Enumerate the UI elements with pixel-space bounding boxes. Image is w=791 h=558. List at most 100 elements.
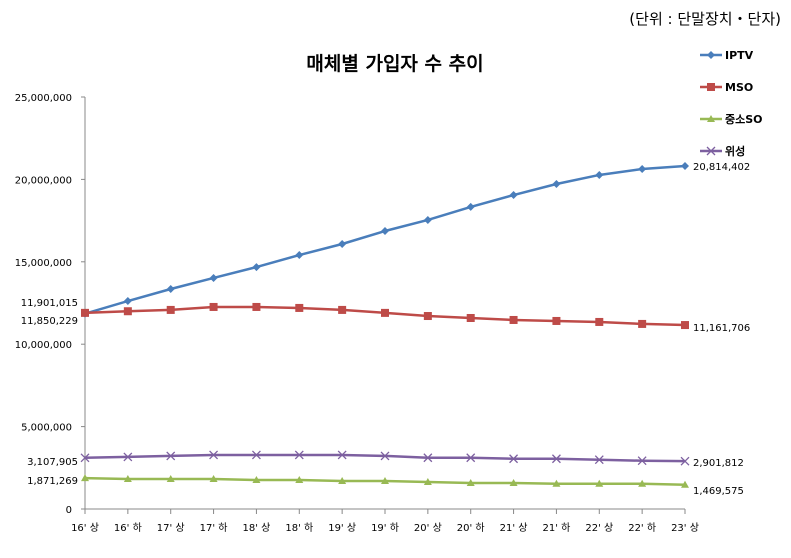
data-point	[552, 180, 561, 189]
x-tick-label: 23' 상	[671, 522, 699, 534]
data-point	[338, 305, 347, 314]
data-point	[166, 284, 175, 293]
legend-marker	[707, 51, 715, 59]
data-point	[423, 312, 432, 321]
data-point	[594, 455, 604, 465]
data-point	[251, 450, 261, 460]
legend-label: 중소SO	[725, 113, 763, 126]
x-tick-label: 16' 하	[114, 521, 142, 534]
legend-label: IPTV	[725, 49, 754, 62]
end-value-label: 20,814,402	[693, 162, 750, 173]
data-point	[295, 475, 304, 483]
data-point	[595, 479, 604, 487]
data-point	[423, 215, 432, 224]
data-point	[81, 474, 89, 482]
data-point	[209, 273, 218, 282]
data-point	[381, 308, 389, 317]
data-point	[509, 454, 519, 464]
x-tick-label: 18' 하	[285, 521, 313, 534]
data-point	[123, 297, 132, 306]
legend-marker	[707, 115, 715, 122]
y-tick-label: 10,000,000	[15, 340, 72, 351]
data-point	[681, 321, 689, 330]
x-tick-label: 22' 하	[628, 521, 656, 534]
x-tick-label: 21' 하	[542, 521, 570, 534]
y-tick-label: 5,000,000	[21, 423, 72, 434]
data-point	[381, 226, 389, 235]
start-value-label: 3,107,905	[27, 457, 78, 468]
x-tick-label: 16' 상	[71, 522, 99, 534]
x-tick-label: 19' 상	[328, 522, 356, 534]
start-value-label: 11,850,229	[21, 316, 78, 327]
data-point	[466, 453, 476, 463]
data-point	[123, 452, 133, 462]
data-point	[423, 453, 433, 463]
x-tick-label: 18' 상	[242, 522, 270, 534]
end-value-label: 2,901,812	[693, 458, 744, 469]
series-MSO	[81, 302, 689, 330]
data-point	[337, 450, 347, 460]
legend-marker	[707, 83, 715, 91]
data-point	[294, 450, 304, 460]
data-point	[166, 305, 175, 314]
x-tick-label: 17' 상	[157, 522, 185, 534]
data-point	[637, 456, 647, 466]
data-point	[295, 251, 304, 260]
end-value-label: 11,161,706	[693, 323, 750, 334]
data-point	[552, 316, 561, 325]
legend-marker	[706, 146, 716, 156]
x-tick-label: 17' 하	[200, 521, 228, 534]
data-point	[209, 450, 219, 460]
start-value-label: 11,901,015	[21, 298, 78, 309]
start-value-label: 1,871,269	[27, 476, 78, 487]
data-point	[81, 308, 89, 317]
data-point	[466, 202, 475, 211]
x-tick-label: 21' 상	[500, 522, 528, 534]
data-point	[80, 453, 90, 463]
data-point	[209, 302, 218, 311]
series-위성	[80, 450, 690, 466]
data-point	[595, 317, 604, 326]
data-point	[252, 302, 261, 311]
data-point	[381, 476, 389, 484]
data-point	[338, 240, 347, 249]
series-line	[84, 164, 686, 315]
data-point	[638, 479, 647, 487]
chart-title: 매체별 가입자 수 추이	[306, 53, 483, 75]
data-point	[380, 451, 390, 461]
y-tick-label: 15,000,000	[15, 258, 72, 269]
data-point	[123, 307, 132, 316]
data-point	[466, 313, 475, 322]
data-point	[595, 170, 604, 179]
unit-note: (단위 : 단말장치・단자)	[629, 10, 781, 28]
x-tick-label: 19' 하	[371, 521, 399, 534]
data-point	[638, 165, 647, 174]
x-tick-label: 22' 상	[585, 522, 613, 534]
data-point	[295, 303, 304, 312]
legend-label: MSO	[725, 81, 753, 94]
x-tick-label: 20' 하	[457, 521, 485, 534]
data-point	[252, 263, 261, 272]
data-point	[252, 475, 261, 483]
data-point	[166, 475, 175, 483]
data-point	[552, 479, 561, 487]
series-IPTV	[81, 161, 689, 318]
data-point	[509, 478, 518, 486]
data-point	[681, 161, 689, 170]
data-point	[123, 475, 132, 483]
y-tick-label: 0	[66, 505, 72, 516]
y-tick-label: 25,000,000	[15, 93, 72, 104]
x-tick-label: 20' 상	[414, 522, 442, 534]
data-point	[338, 476, 347, 484]
data-point	[509, 315, 518, 324]
y-tick-label: 20,000,000	[15, 175, 72, 186]
data-point	[638, 319, 647, 328]
data-point	[551, 454, 561, 464]
data-point	[466, 478, 475, 486]
data-point	[209, 475, 218, 483]
data-point	[509, 191, 518, 200]
series-중소SO	[81, 474, 689, 488]
end-value-label: 1,469,575	[693, 486, 744, 497]
